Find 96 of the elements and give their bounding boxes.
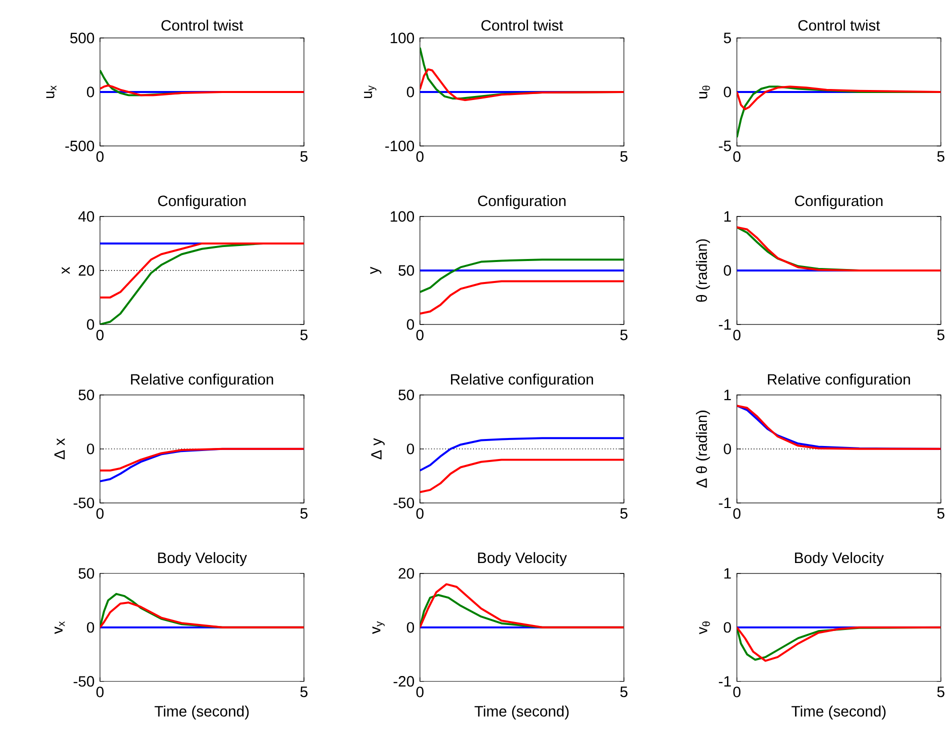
y-tick-label: 1	[724, 390, 731, 400]
y-tick-label: -50	[74, 676, 94, 687]
y-axis-title: x	[62, 266, 70, 274]
chart-title: Control twist	[798, 20, 880, 31]
x-tick-label: 5	[937, 508, 944, 519]
y-tick-label: 20	[78, 265, 94, 276]
y-tick-label: -5	[718, 140, 731, 152]
y-tick-label: -100	[385, 140, 414, 152]
line-series	[100, 84, 304, 96]
x-tick-label: 5	[300, 330, 308, 340]
x-axis-title: Time (second)	[474, 706, 569, 720]
chart-title: Relative configuration	[131, 374, 274, 388]
y-tick-label: -1	[718, 319, 731, 330]
y-axis-title: v$_{y}$	[372, 621, 385, 634]
y-tick-label: 50	[78, 390, 94, 400]
chart-title: Configuration	[158, 195, 246, 210]
x-tick-label: 0	[733, 151, 740, 162]
y-tick-label: 0	[406, 622, 414, 633]
x-tick-label: 5	[937, 686, 944, 698]
y-tick-label: 40	[78, 211, 94, 222]
y-tick-label: -1	[718, 498, 731, 508]
x-tick-label: 5	[620, 686, 628, 698]
y-tick-label: 0	[86, 319, 94, 330]
x-tick-label: 0	[733, 508, 740, 519]
y-tick-label: 0	[406, 319, 414, 330]
y-axis-title: u$_{x}$	[46, 86, 56, 98]
chart-title: Relative configuration	[768, 374, 910, 388]
y-axis-title: y	[370, 266, 382, 274]
y-tick-label: 50	[398, 265, 414, 276]
y-axis-title: Δ θ (radian)	[696, 410, 710, 488]
y-tick-label: 5	[724, 32, 731, 44]
line-series	[736, 86, 941, 110]
chart-title: Body Velocity	[795, 552, 884, 566]
y-axis-title: Δ x	[54, 438, 65, 460]
y-axis-title: u$_{θ}$	[699, 86, 710, 98]
y-tick-label: 0	[406, 86, 414, 98]
x-axis-title: Time (second)	[154, 706, 249, 720]
y-tick-label: -50	[74, 498, 94, 508]
line-series	[420, 68, 624, 102]
chart-title: Configuration	[478, 195, 566, 210]
x-tick-label: 5	[300, 508, 308, 519]
line-series	[736, 226, 941, 272]
y-tick-label: -1	[718, 676, 731, 687]
chart-title: Control twist	[481, 20, 564, 31]
line-series	[100, 448, 304, 472]
x-tick-label: 0	[733, 330, 740, 340]
line-series	[420, 258, 624, 294]
y-tick-label: 0	[724, 86, 731, 98]
y-tick-label: 500	[70, 32, 94, 44]
y-tick-label: 0	[86, 86, 94, 98]
y-tick-label: 50	[398, 390, 414, 400]
line-series	[100, 602, 304, 628]
y-tick-label: 50	[78, 568, 94, 579]
x-tick-label: 5	[300, 686, 308, 698]
y-axis-title: v$_{θ}$	[699, 622, 710, 634]
y-tick-label: 0	[724, 444, 731, 454]
y-tick-label: 0	[406, 444, 414, 454]
y-tick-label: 1	[724, 211, 731, 222]
chart-title: Body Velocity	[478, 552, 567, 566]
x-tick-label: 0	[416, 508, 424, 519]
x-tick-label: 0	[416, 151, 424, 162]
y-tick-label: 100	[390, 32, 414, 44]
x-tick-label: 0	[416, 330, 424, 340]
y-axis-title: Δ y	[371, 438, 385, 460]
y-tick-label: -20	[394, 676, 414, 687]
x-tick-label: 5	[620, 508, 628, 519]
x-tick-label: 0	[96, 508, 104, 519]
y-axis-title: u$_{y}$	[364, 86, 376, 98]
chart-title: Relative configuration	[451, 374, 594, 388]
x-tick-label: 0	[416, 686, 424, 698]
y-tick-label: -500	[65, 140, 94, 152]
y-tick-label: 0	[724, 622, 731, 633]
chart-title: Control twist	[161, 20, 244, 31]
x-tick-label: 0	[733, 686, 740, 698]
x-tick-label: 0	[96, 330, 104, 340]
y-tick-label: 0	[86, 622, 94, 633]
x-axis-title: Time (second)	[792, 706, 886, 720]
chart-title: Configuration	[795, 195, 882, 210]
line-series	[420, 583, 624, 628]
y-tick-label: -50	[394, 498, 414, 508]
y-tick-label: 0	[724, 265, 731, 276]
y-axis-title: v$_{x}$	[54, 621, 65, 634]
x-tick-label: 0	[96, 686, 104, 698]
y-tick-label: 1	[724, 568, 731, 579]
chart-title: Body Velocity	[158, 552, 247, 566]
line-series	[420, 437, 624, 472]
x-tick-label: 5	[620, 151, 628, 162]
x-tick-label: 5	[300, 151, 308, 162]
x-tick-label: 5	[620, 330, 628, 340]
y-tick-label: 20	[398, 568, 414, 579]
y-tick-label: 100	[390, 211, 414, 222]
y-axis-title: θ (radian)	[696, 239, 710, 302]
y-tick-label: 0	[86, 444, 94, 454]
x-tick-label: 5	[937, 330, 944, 340]
x-tick-label: 0	[96, 151, 104, 162]
x-tick-label: 5	[937, 151, 944, 162]
